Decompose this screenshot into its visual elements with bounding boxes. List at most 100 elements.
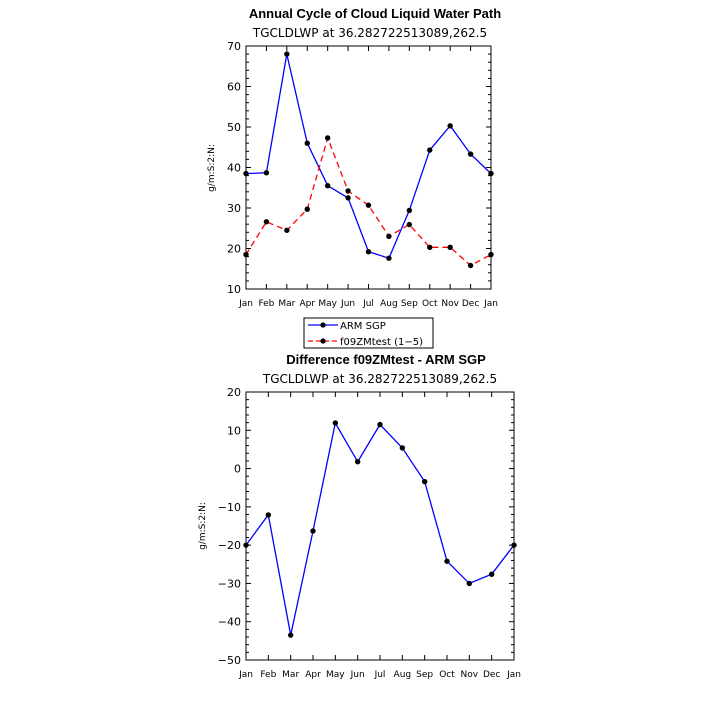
chart1-series-1-point — [427, 244, 433, 250]
chart1-ylabel: g/m:S:2:N: — [207, 144, 217, 192]
chart1-series-0-point — [386, 255, 392, 261]
chart2-xtick-label: Apr — [305, 670, 321, 680]
chart2-ytick-label: −30 — [218, 577, 241, 590]
legend-model-label: f09ZMtest (1−5) — [340, 337, 423, 348]
chart1-xtick-label: Dec — [462, 299, 479, 309]
chart2-xtick-label: Jun — [350, 670, 365, 680]
chart1-xtick-label: Feb — [258, 299, 274, 309]
chart1-series-0-point — [406, 207, 413, 214]
legend-arm-label: ARM SGP — [340, 321, 386, 332]
chart2-series-0-point — [354, 458, 361, 465]
chart1-series-1-point — [488, 251, 494, 258]
chart2-series-line-0 — [245, 421, 515, 636]
chart1-series-0-point — [467, 151, 474, 157]
chart2-plot-frame — [245, 391, 515, 661]
chart2-series-0-point — [488, 571, 495, 577]
chart1-subtitle: TGCLDLWP at 36.282722513089,262.5 — [252, 26, 487, 40]
chart1-series-1-point — [243, 251, 249, 258]
chart2-series-0-point — [243, 542, 249, 548]
chart2-xtick-label: Nov — [461, 670, 479, 680]
chart2-ytick-label: −10 — [218, 501, 241, 514]
chart2-series — [243, 420, 517, 638]
chart2-xtick-label: Oct — [439, 670, 455, 680]
chart1-xtick-label: Jan — [238, 299, 253, 309]
chart2-xtick-label: Jan — [506, 670, 521, 680]
chart1-series-0-point — [488, 170, 494, 177]
chart1-series-1-point — [386, 233, 392, 240]
chart2-ytick-label: −20 — [218, 539, 241, 552]
chart2-ytick-label: −50 — [218, 654, 241, 667]
chart2-ylabel: g/m:S:2:N: — [198, 502, 208, 550]
chart1-series-0-point — [263, 170, 270, 176]
chart2-xtick-label: May — [326, 670, 345, 680]
chart1-xtick-label: Aug — [380, 299, 398, 309]
chart1-series — [243, 51, 494, 269]
chart1-series-0-point — [447, 123, 453, 129]
chart1-series-0-point — [304, 140, 310, 146]
chart1-series-1-point — [284, 227, 290, 233]
chart1-ytick-label: 20 — [227, 243, 241, 256]
chart2-y-axis: −50 −40 −30 −20 −10 0 10 20 — [218, 386, 514, 667]
chart1-series-0-point — [365, 249, 372, 255]
chart2-xtick-label: Jul — [374, 670, 386, 680]
chart2-ytick-label: 20 — [227, 386, 241, 399]
chart1-series-0-point — [427, 147, 433, 153]
chart1-series-0-point — [324, 183, 331, 189]
chart2-ytick-label: 10 — [227, 424, 241, 437]
chart1-ytick-label: 50 — [227, 121, 241, 134]
chart1-ytick-label: 30 — [227, 202, 241, 215]
chart2-series-0-point — [421, 478, 428, 485]
chart1-series-line-0 — [245, 53, 492, 259]
chart2-ytick-label: 0 — [234, 463, 241, 476]
chart1-xtick-label: Jun — [340, 299, 355, 309]
chart1-ytick-label: 40 — [227, 162, 241, 175]
chart1-series-1-point — [467, 262, 474, 269]
legend-model-marker — [320, 338, 326, 344]
chart1-ytick-label: 10 — [227, 283, 241, 296]
chart2-xtick-label: Jan — [238, 670, 253, 680]
chart1-xtick-label: Oct — [422, 299, 438, 309]
chart2-series-0-point — [265, 512, 272, 518]
chart2-xtick-label: Feb — [260, 670, 276, 680]
chart2-title: Difference f09ZMtest - ARM SGP — [286, 352, 486, 367]
chart1-series-0-point — [284, 51, 290, 57]
chart1-xtick-label: Sep — [401, 299, 418, 309]
chart2-x-axis: Jan Feb Mar Apr May Jun Jul Aug Sep Oct Nov Dec Jan — [238, 392, 521, 680]
chart2-xtick-label: Aug — [394, 670, 412, 680]
chart2-series-0-point — [511, 542, 517, 548]
panel-difference: Difference f09ZMtest - ARM SGP TGCLDLWP … — [198, 352, 521, 680]
chart1-series-1-point — [406, 221, 413, 228]
chart2-series-0-point — [399, 445, 406, 451]
chart1-xtick-label: Jul — [362, 299, 374, 309]
chart2-xtick-label: Mar — [282, 670, 299, 680]
chart1-xtick-label: Jan — [483, 299, 498, 309]
chart1-ytick-label: 60 — [227, 81, 241, 94]
chart1-legend: ARM SGP f09ZMtest (1−5) — [303, 317, 434, 349]
chart1-series-1-point — [304, 206, 310, 212]
chart1-series-1-point — [447, 244, 453, 250]
chart1-ytick-label: 70 — [227, 40, 241, 53]
chart1-series-0-point — [345, 195, 351, 201]
chart1-series-1-point — [324, 135, 331, 141]
chart1-x-axis: Jan Feb Mar Apr May Jun Jul Aug Sep Oct Nov Dec Jan — [238, 46, 498, 309]
chart2-subtitle: TGCLDLWP at 36.282722513089,262.5 — [262, 372, 497, 386]
chart2-xtick-label: Dec — [483, 670, 500, 680]
chart2-series-0-point — [444, 558, 450, 564]
chart2-series-0-point — [466, 580, 473, 587]
chart1-title: Annual Cycle of Cloud Liquid Water Path — [249, 6, 501, 21]
chart1-xtick-label: May — [318, 299, 337, 309]
chart2-series-0-point — [287, 632, 294, 638]
chart1-series-0-point — [243, 170, 249, 177]
chart2-series-0-point — [377, 421, 383, 428]
chart2-ytick-label: −40 — [218, 616, 241, 629]
chart1-series-line-1 — [245, 135, 492, 267]
chart1-xtick-label: Apr — [299, 299, 315, 309]
chart2-xtick-label: Sep — [416, 670, 433, 680]
panel-annual-cycle: Annual Cycle of Cloud Liquid Water Path … — [207, 6, 501, 349]
chart1-series-1-point — [345, 188, 351, 194]
chart1-series-1-point — [263, 219, 270, 225]
chart1-xtick-label: Mar — [278, 299, 295, 309]
legend-arm-marker — [320, 322, 326, 328]
legend-box — [303, 317, 434, 349]
